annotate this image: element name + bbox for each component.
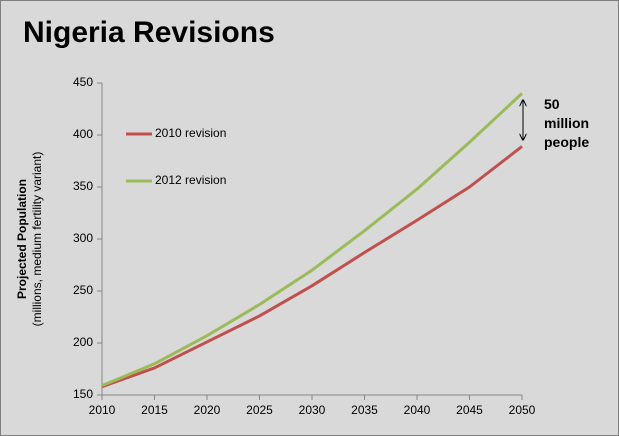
x-tick-label: 2050 (509, 403, 536, 417)
x-tick-label: 2030 (299, 403, 326, 417)
chart-title: Nigeria Revisions (23, 16, 275, 49)
y-tick-label: 200 (73, 335, 93, 349)
y-tick-label: 250 (73, 283, 93, 297)
series-line (101, 92, 524, 388)
x-tick-label: 2020 (194, 403, 221, 417)
legend-label: 2012 revision (155, 173, 226, 187)
y-axis-subtitle: (millions, medium fertility variant) (30, 152, 44, 327)
y-tick-label: 300 (73, 231, 93, 245)
x-tick-label: 2010 (89, 403, 116, 417)
y-tick-label: 150 (73, 387, 93, 401)
x-tick-label: 2035 (351, 403, 378, 417)
series-line (101, 145, 523, 389)
y-tick-label: 450 (73, 75, 93, 89)
x-tick-label: 2045 (456, 403, 483, 417)
y-axis-title: Projected Population (15, 179, 29, 299)
y-tick-label: 400 (73, 127, 93, 141)
y-tick-label: 350 (73, 179, 93, 193)
legend-label: 2010 revision (155, 126, 226, 140)
x-tick-label: 2040 (404, 403, 431, 417)
x-tick-label: 2025 (246, 403, 273, 417)
annotation: 50 million people (544, 96, 590, 150)
x-tick-label: 2015 (141, 403, 168, 417)
